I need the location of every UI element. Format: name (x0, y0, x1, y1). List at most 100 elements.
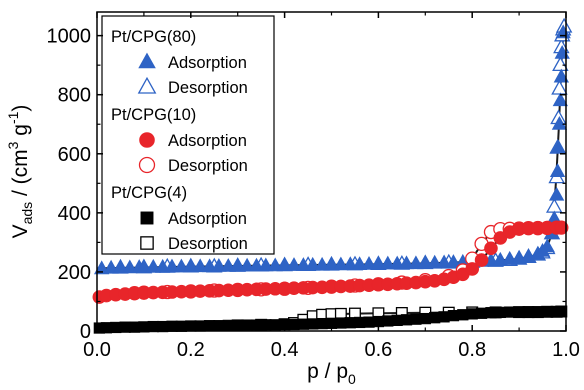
y-axis-title: Vads / (cm3 g-1) (5, 105, 35, 239)
square-adsorption-point (400, 314, 413, 326)
x-tick-label: 0.2 (177, 339, 205, 361)
square-adsorption-point (504, 306, 516, 318)
square-adsorption-point (354, 316, 366, 329)
triangle-adsorption-point (183, 258, 199, 273)
square-adsorption-point (344, 317, 356, 329)
triangle-adsorption-point (305, 256, 321, 271)
square-adsorption-point (419, 312, 431, 325)
triangle-adsorption-point (258, 257, 274, 272)
triangle-adsorption-point (553, 68, 570, 83)
triangle-adsorption-point (211, 258, 227, 272)
triangle-adsorption-point (342, 256, 358, 271)
x-tick-label: 0.4 (271, 339, 299, 361)
legend-circle-icon (138, 156, 156, 174)
square-adsorption-point (288, 318, 300, 331)
legend-triangle-icon (137, 76, 157, 94)
legend-series-label: Adsorption (168, 132, 247, 150)
triangle-adsorption-point (551, 115, 568, 130)
legend-triangle-icon (138, 52, 156, 69)
square-adsorption-point (260, 319, 272, 331)
square-adsorption-point (494, 306, 506, 319)
triangle-adsorption-point (192, 258, 208, 273)
circle-adsorption-point (484, 241, 498, 256)
square-adsorption-point (382, 315, 394, 327)
triangle-adsorption-point (323, 256, 340, 271)
square-adsorption-point (297, 318, 309, 330)
triangle-adsorption-point (539, 238, 555, 253)
triangle-desorption-point (551, 79, 568, 95)
square-adsorption-point (485, 307, 497, 319)
triangle-adsorption-point (548, 186, 565, 201)
legend-group-title: Pt/CPG(80) (111, 28, 196, 46)
square-adsorption-point (166, 320, 178, 332)
square-adsorption-point (250, 319, 263, 331)
x-tick-label: 0.0 (83, 339, 111, 361)
square-adsorption-point (241, 319, 253, 331)
y-tick-label: 600 (58, 144, 91, 166)
triangle-adsorption-point (164, 258, 180, 273)
triangle-adsorption-point (286, 257, 302, 271)
triangle-adsorption-point (276, 257, 293, 271)
square-adsorption-point (438, 311, 450, 323)
square-adsorption-point (213, 320, 225, 332)
square-adsorption-point (335, 317, 347, 329)
circle-adsorption-point (465, 262, 480, 276)
triangle-adsorption-point (239, 257, 255, 272)
square-adsorption-point (457, 309, 469, 321)
legend-square-icon (140, 236, 154, 250)
x-tick-label: 1.0 (552, 339, 580, 361)
square-adsorption-point (447, 310, 460, 322)
y-tick-label: 0 (80, 321, 91, 343)
square-adsorption-point (391, 314, 403, 326)
square-adsorption-point (410, 313, 422, 325)
axis-ticks: 0.0 0.2 0.4 0.6 0.8 1.0 0 200 400 600 800 1000 (47, 12, 580, 361)
square-adsorption-point (269, 319, 281, 331)
triangle-desorption-point (545, 197, 563, 213)
y-tick-label: 400 (58, 203, 91, 225)
square-adsorption-point (555, 305, 567, 318)
square-adsorption-point (475, 307, 488, 319)
triangle-adsorption-point (550, 139, 567, 154)
legend-group-title: Pt/CPG(10) (111, 106, 196, 124)
square-adsorption-point (222, 319, 234, 332)
square-adsorption-point (194, 320, 206, 332)
legend-square-icon (140, 211, 154, 225)
legend-series-label: Desorption (168, 79, 248, 97)
square-adsorption-point (307, 318, 319, 330)
x-axis-title: p / p0 (307, 360, 356, 387)
triangle-adsorption-point (361, 255, 377, 270)
y-tick-label: 1000 (47, 26, 92, 48)
triangle-adsorption-point (380, 255, 396, 270)
triangle-adsorption-point (398, 255, 415, 270)
legend: Pt/CPG(80) Adsorption Desorption Pt/CPG(10)… (111, 28, 248, 253)
legend-series-label: Adsorption (168, 210, 247, 228)
triangle-adsorption-point (549, 163, 566, 177)
circle-adsorption-point (554, 220, 569, 235)
square-adsorption-point (466, 308, 478, 320)
square-adsorption-point (363, 316, 375, 328)
square-adsorption-point (203, 320, 216, 332)
triangle-adsorption-point (112, 259, 129, 274)
y-tick-label: 800 (58, 85, 91, 107)
square-adsorption-point (532, 306, 544, 318)
legend-box (101, 15, 275, 255)
legend-series-label: Desorption (168, 235, 248, 253)
triangle-adsorption-point (229, 257, 246, 272)
y-tick-label: 200 (58, 262, 91, 284)
square-adsorption-point (522, 306, 535, 318)
x-tick-label: 0.6 (364, 339, 392, 361)
legend-series-label: Adsorption (168, 54, 247, 72)
square-adsorption-point (429, 312, 441, 324)
circle-adsorption-point (474, 253, 489, 267)
triangle-adsorption-point (417, 255, 433, 269)
square-adsorption-point (316, 317, 328, 330)
square-adsorption-point (175, 320, 188, 332)
legend-group-title: Pt/CPG(4) (111, 184, 187, 202)
legend-series-label: Desorption (168, 157, 248, 175)
x-tick-label: 0.8 (458, 339, 486, 361)
triangle-adsorption-point (145, 258, 161, 273)
legend-circle-icon (139, 132, 155, 148)
data-markers (92, 17, 573, 334)
square-adsorption-point (513, 306, 525, 318)
